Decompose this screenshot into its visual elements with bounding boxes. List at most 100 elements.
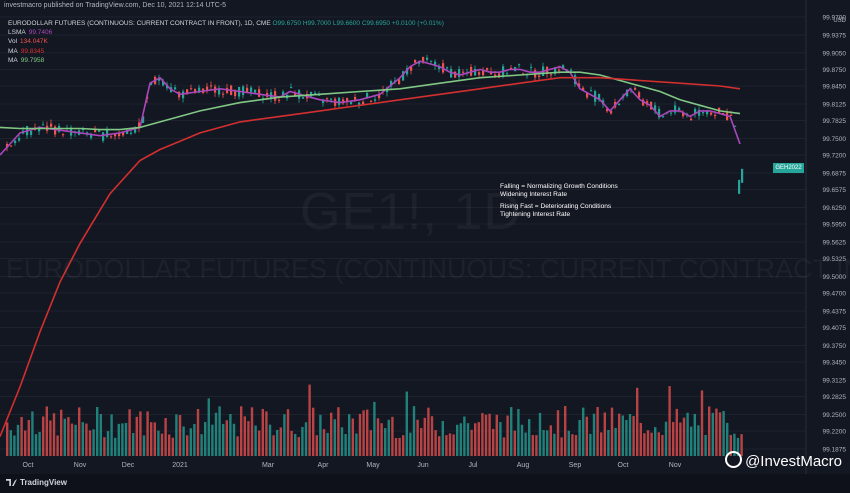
candle-body xyxy=(462,71,465,73)
volume-bar xyxy=(412,406,416,456)
x-tick-label: Oct xyxy=(618,462,629,469)
candle-body xyxy=(210,85,213,87)
tradingview-logo[interactable]: TradingView xyxy=(6,478,67,487)
candle-body xyxy=(14,140,17,144)
volume-bar xyxy=(6,422,9,456)
candle-body xyxy=(142,116,145,123)
candle-body xyxy=(634,87,637,90)
volume-bar xyxy=(646,430,650,456)
y-tick-label: 99.6250 xyxy=(823,205,847,212)
candle-body xyxy=(90,134,93,138)
volume-bar xyxy=(351,418,354,456)
volume-bar xyxy=(326,432,329,456)
volume-bar xyxy=(636,387,639,456)
candle-body xyxy=(474,68,477,76)
volume-bar xyxy=(348,414,351,456)
candle-body xyxy=(206,86,209,91)
y-tick-label: 99.3750 xyxy=(823,343,847,350)
volume-bar xyxy=(639,422,642,456)
volume-bar xyxy=(376,418,380,456)
candle-body xyxy=(458,69,461,77)
candle-body xyxy=(698,109,701,116)
candle-body xyxy=(430,60,433,62)
candle-body xyxy=(734,125,737,127)
candle-body xyxy=(30,131,33,135)
volume-bar xyxy=(294,433,297,456)
volume-bar xyxy=(222,423,225,456)
volume-bar xyxy=(304,422,308,456)
last-candle xyxy=(741,168,744,183)
volume-bar xyxy=(186,435,189,456)
volume-bar xyxy=(20,416,23,456)
y-tick-label: 99.3450 xyxy=(823,360,847,367)
candle-body xyxy=(578,83,581,88)
x-tick-label: May xyxy=(366,462,380,469)
volume-bar xyxy=(600,432,603,456)
volume-bar xyxy=(240,406,243,456)
candle-body xyxy=(378,94,381,99)
volume-bar xyxy=(142,435,146,456)
volume-bar xyxy=(391,416,394,456)
candle-body xyxy=(674,105,677,113)
volume-bar xyxy=(416,419,419,456)
volume-bar xyxy=(290,430,293,456)
volume-bar xyxy=(466,423,470,456)
volume-bar xyxy=(567,430,570,456)
volume-bar xyxy=(474,423,477,456)
candle-body xyxy=(322,99,325,103)
y-tick-label: 99.5950 xyxy=(823,222,847,229)
volume-bar xyxy=(315,435,318,456)
volume-bar xyxy=(470,429,473,456)
x-tick-label: Jul xyxy=(469,462,478,469)
volume-bar xyxy=(438,436,441,456)
volume-bar xyxy=(110,414,113,456)
footer-bar xyxy=(0,474,850,493)
candle-body xyxy=(366,92,369,98)
y-tick-label: 99.4700 xyxy=(823,291,847,298)
candle-body xyxy=(406,68,409,75)
volume-bar xyxy=(114,437,117,456)
candle-body xyxy=(722,113,725,115)
volume-bar xyxy=(528,419,531,456)
volume-bar xyxy=(344,434,347,456)
volume-bar xyxy=(538,412,542,456)
volume-bar xyxy=(247,421,250,456)
candle-body xyxy=(138,122,141,129)
volume-bar xyxy=(150,422,153,456)
volume-bar xyxy=(715,408,718,456)
candle-body xyxy=(194,89,197,93)
candle-body xyxy=(510,67,513,69)
candle-body xyxy=(102,132,105,141)
symbol-title[interactable]: EURODOLLAR FUTURES (CONTINUOUS: CURRENT … xyxy=(8,20,444,27)
volume-bar xyxy=(207,398,210,456)
volume-bar xyxy=(394,437,398,456)
volume-bar xyxy=(405,391,408,456)
volume-bar xyxy=(373,401,376,456)
volume-bar xyxy=(603,412,606,456)
volume-bar xyxy=(384,428,387,456)
volume-bar xyxy=(448,433,452,456)
volume-bar xyxy=(459,423,462,456)
volume-bar xyxy=(225,420,228,456)
y-tick-label: 99.8450 xyxy=(823,84,847,91)
volume-bar xyxy=(27,420,30,456)
candle-body xyxy=(730,114,733,116)
volume-bar xyxy=(279,427,282,456)
candle-body xyxy=(486,68,489,71)
candle-body xyxy=(558,69,561,71)
volume-bar xyxy=(700,390,704,456)
volume-bar xyxy=(686,412,689,456)
volume-bar xyxy=(218,406,221,456)
candle-body xyxy=(42,124,45,126)
candle-body xyxy=(410,66,413,71)
volume-bar xyxy=(276,429,279,456)
volume-bar xyxy=(175,414,178,456)
candle-body xyxy=(538,75,541,77)
volume-bar xyxy=(621,415,624,456)
volume-bar xyxy=(34,434,38,456)
x-tick-label: Dec xyxy=(122,462,135,469)
volume-bar xyxy=(582,407,585,456)
volume-bar xyxy=(38,431,41,456)
candle-body xyxy=(254,89,257,93)
